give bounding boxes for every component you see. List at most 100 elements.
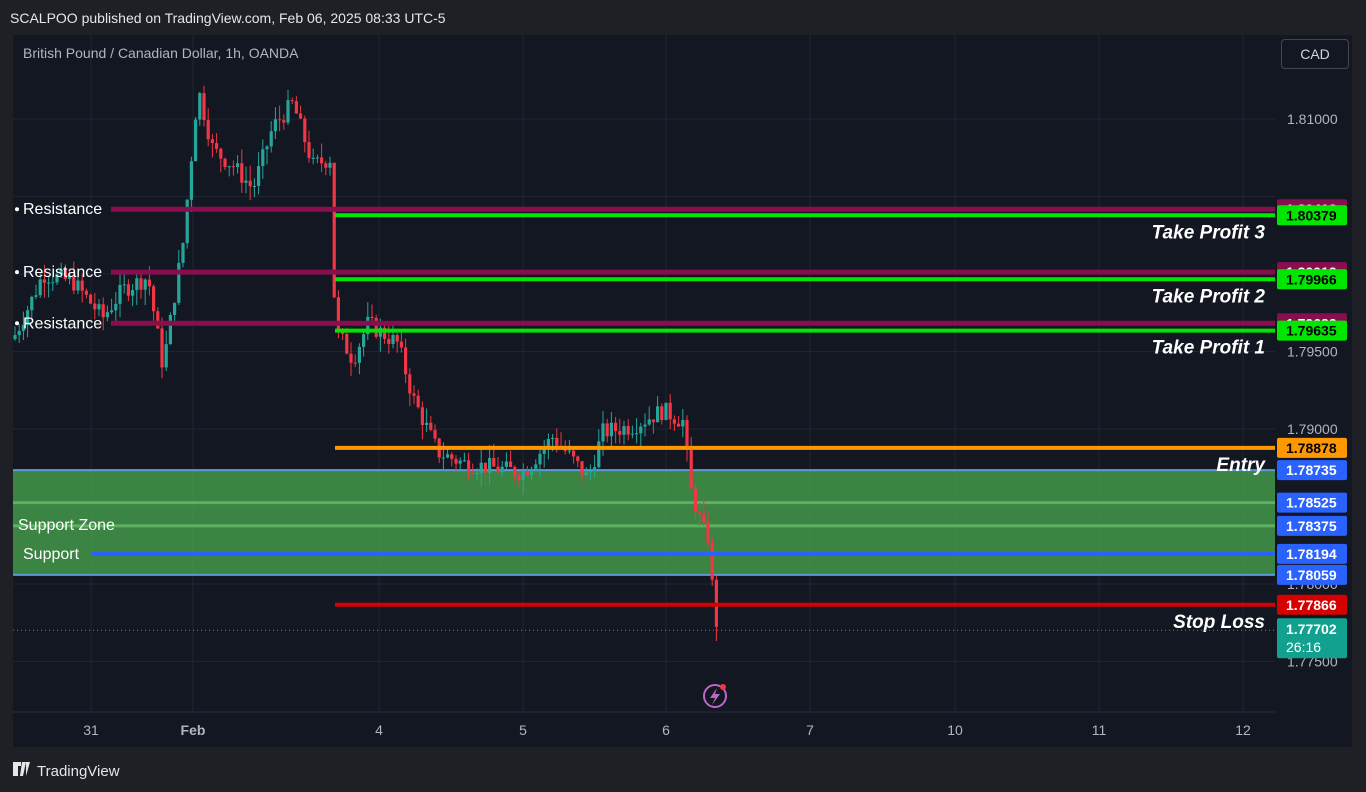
- candle-46: [206, 108, 210, 147]
- support-label: Support: [23, 546, 80, 563]
- candle-159: [681, 409, 685, 438]
- candle-91: [395, 332, 399, 353]
- resistance-dot-0: [15, 207, 19, 212]
- candle-113: [488, 444, 492, 485]
- chart-pane[interactable]: Resistance Resistance Resistance Take Profi…: [13, 35, 1352, 747]
- candle-75: [328, 156, 332, 176]
- candle-25: [118, 270, 122, 318]
- candle-70: [307, 130, 311, 163]
- candle-137: [588, 464, 592, 481]
- candle-94: [408, 368, 412, 407]
- currency-button[interactable]: CAD: [1281, 39, 1349, 69]
- candle-68: [299, 105, 303, 120]
- price-label-3: 1.79966: [1277, 269, 1347, 290]
- candle-61: [269, 121, 273, 153]
- candle-145: [622, 420, 626, 445]
- candle-144: [618, 418, 622, 444]
- candle-100: [433, 424, 437, 443]
- candles: [13, 85, 718, 641]
- x-tick-3: 5: [519, 722, 527, 738]
- candle-98: [425, 408, 429, 433]
- candle-164: [702, 500, 706, 526]
- candle-19: [93, 293, 97, 320]
- candle-69: [303, 115, 307, 153]
- price-chart[interactable]: Resistance Resistance Resistance Take Profi…: [13, 35, 1352, 747]
- candle-60: [265, 145, 269, 165]
- candle-105: [454, 455, 458, 472]
- x-tick-7: 11: [1092, 722, 1107, 738]
- svg-text:1.78059: 1.78059: [1286, 567, 1337, 583]
- candle-0: [13, 326, 17, 341]
- candle-24: [114, 291, 118, 324]
- candle-20: [97, 299, 101, 317]
- candle-64: [282, 114, 286, 130]
- candle-161: [689, 436, 693, 489]
- candle-1: [17, 324, 21, 343]
- level-label-entry-6: Entry: [1216, 455, 1266, 476]
- x-tick-0: 31: [83, 722, 99, 738]
- symbol-title: British Pound / Canadian Dollar, 1h, OAN…: [23, 45, 299, 61]
- price-label-11: 1.78059: [1277, 564, 1347, 585]
- candle-3: [26, 305, 30, 338]
- candle-35: [160, 317, 164, 379]
- y-tick-2: 1.79000: [1287, 421, 1338, 437]
- candle-73: [320, 143, 324, 173]
- svg-text:1.78878: 1.78878: [1286, 440, 1337, 456]
- candle-136: [584, 467, 588, 476]
- candle-86: [374, 314, 378, 339]
- candle-56: [248, 165, 252, 201]
- price-label-12: 1.77866: [1277, 594, 1347, 615]
- x-tick-4: 6: [662, 722, 670, 738]
- candle-142: [609, 412, 613, 450]
- price-label-8: 1.78525: [1277, 492, 1347, 513]
- candle-53: [236, 155, 240, 174]
- price-label-1: 1.80379: [1277, 205, 1347, 226]
- candle-167: [714, 574, 718, 641]
- candle-44: [198, 91, 202, 126]
- candle-50: [223, 157, 227, 170]
- candle-58: [257, 151, 261, 195]
- candle-26: [122, 274, 126, 294]
- candle-74: [324, 160, 328, 176]
- candle-66: [290, 97, 294, 105]
- candle-4: [30, 295, 34, 318]
- candle-109: [471, 463, 475, 476]
- candle-80: [349, 342, 353, 376]
- candle-83: [362, 330, 366, 357]
- resistance-dot-1: [15, 270, 19, 275]
- footer[interactable]: TradingView: [13, 762, 120, 780]
- candle-28: [131, 283, 135, 307]
- candle-2: [21, 311, 25, 341]
- candle-124: [534, 459, 538, 471]
- candle-135: [580, 461, 584, 483]
- candle-37: [168, 312, 172, 345]
- level-label-stop_loss-7: Stop Loss: [1173, 612, 1265, 633]
- candle-30: [139, 272, 143, 299]
- candle-96: [416, 389, 420, 409]
- resistance-label-1: Resistance: [23, 264, 102, 281]
- candle-72: [315, 154, 319, 164]
- resistance-label-0: Resistance: [23, 201, 102, 218]
- svg-text:1.80379: 1.80379: [1286, 207, 1337, 223]
- candle-71: [311, 148, 315, 165]
- candle-141: [605, 418, 609, 443]
- candle-99: [429, 415, 433, 432]
- candle-104: [450, 451, 454, 467]
- svg-text:1.78375: 1.78375: [1286, 518, 1337, 534]
- candle-27: [126, 279, 130, 302]
- candle-146: [626, 419, 630, 441]
- candle-6: [38, 271, 42, 298]
- candle-121: [521, 463, 525, 495]
- candle-76: [332, 162, 336, 299]
- candle-134: [576, 455, 580, 468]
- candle-122: [525, 466, 529, 477]
- candle-8: [47, 275, 51, 298]
- svg-text:1.77866: 1.77866: [1286, 597, 1337, 613]
- candle-54: [240, 149, 244, 194]
- lightning-news-icon: [703, 684, 727, 708]
- candle-88: [383, 322, 387, 344]
- candle-57: [252, 178, 256, 198]
- candle-149: [639, 422, 643, 448]
- tradingview-logo-text[interactable]: TradingView: [37, 762, 120, 780]
- candle-125: [538, 448, 542, 478]
